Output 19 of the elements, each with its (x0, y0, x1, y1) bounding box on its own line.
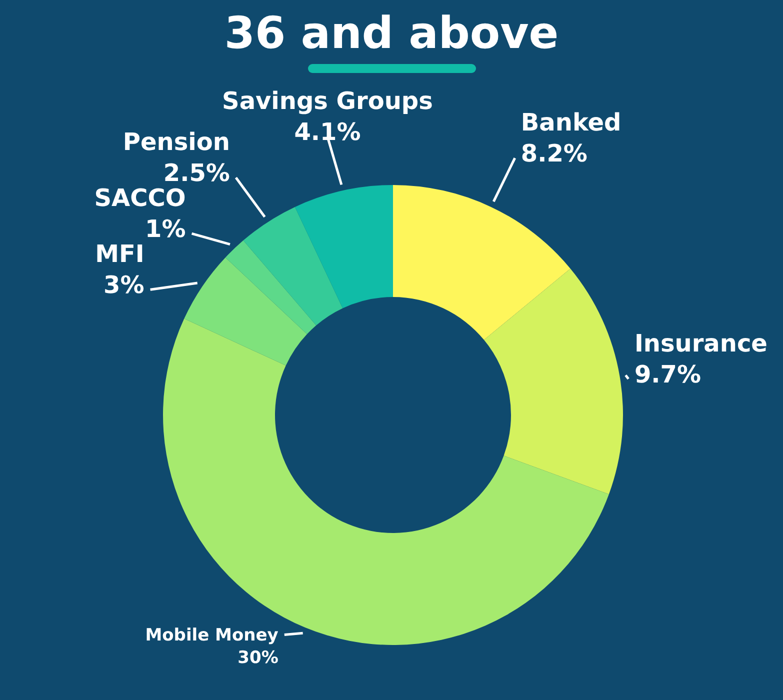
data-label: 1% (145, 215, 186, 244)
slice-label: MFI (95, 240, 144, 268)
data-label: 9.7% (634, 360, 702, 388)
data-label: 3% (104, 271, 144, 300)
donut-slice (225, 240, 316, 334)
slice-label: Banked (520, 108, 622, 136)
data-label: 8.2% (520, 140, 588, 168)
donut-slice (393, 185, 570, 340)
slice-label: Savings Groups (222, 87, 433, 116)
donut-slice (294, 185, 393, 308)
donut-slice (484, 268, 623, 494)
donut-slice (243, 206, 343, 326)
slice-label: Mobile Money (145, 626, 278, 646)
slice-label: Insurance (634, 329, 768, 358)
data-label: 30% (238, 648, 278, 668)
chart-title: 36 and above (224, 8, 559, 59)
data-label: 4.1% (294, 118, 361, 146)
slice-label: Pension (122, 128, 230, 156)
donut-slice (184, 257, 308, 366)
